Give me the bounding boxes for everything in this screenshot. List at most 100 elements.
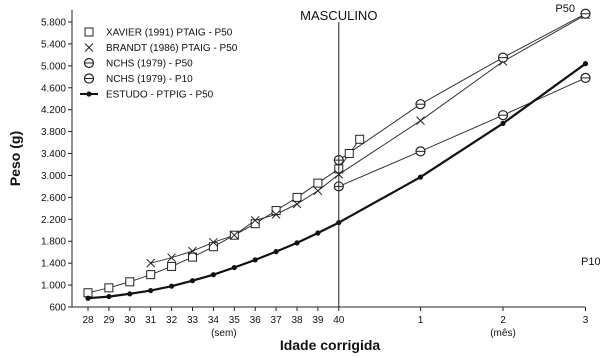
series-line-2 bbox=[338, 13, 586, 161]
data-point bbox=[106, 293, 112, 300]
data-point bbox=[189, 278, 196, 284]
legend-marker bbox=[84, 27, 94, 37]
data-point bbox=[313, 178, 323, 188]
data-point bbox=[229, 230, 239, 240]
series-markers bbox=[83, 8, 591, 301]
y-tick-label: 3.000 bbox=[41, 171, 66, 182]
data-point bbox=[292, 192, 302, 202]
y-tick-label: 3.800 bbox=[41, 127, 66, 138]
y-tick-label: 1.400 bbox=[41, 259, 66, 270]
marker-stroke bbox=[167, 253, 176, 263]
y-tick-label: 2.600 bbox=[41, 193, 66, 204]
data-point bbox=[83, 288, 93, 298]
y-ticks: 600 1.000 1.400 1.800 2.200 2.600 3.000 3.400 3.… bbox=[41, 18, 72, 314]
legend-marker bbox=[83, 73, 95, 84]
y-tick-label: 5.000 bbox=[41, 61, 66, 72]
marker-stroke bbox=[229, 230, 239, 240]
data-point bbox=[313, 186, 323, 196]
series-line-3 bbox=[338, 77, 586, 187]
x-tick-label: 30 bbox=[124, 315, 136, 326]
x-unit-label: (sem) bbox=[211, 328, 237, 339]
data-point bbox=[315, 230, 321, 236]
data-point bbox=[146, 270, 156, 280]
x-tick-label: 36 bbox=[250, 315, 262, 326]
data-point bbox=[292, 199, 302, 209]
marker-stroke bbox=[313, 186, 323, 196]
series-line-0 bbox=[87, 139, 361, 294]
data-point bbox=[104, 283, 114, 293]
y-tick-label: 5.800 bbox=[41, 18, 66, 29]
data-point bbox=[271, 210, 281, 219]
data-point bbox=[294, 240, 300, 246]
data-point bbox=[250, 216, 260, 225]
legend-label: NCHS (1979) - P10 bbox=[106, 74, 193, 85]
data-point bbox=[417, 174, 424, 180]
data-point bbox=[146, 258, 156, 268]
data-point bbox=[500, 120, 506, 126]
x-tick-label: 28 bbox=[82, 315, 94, 326]
marker-stroke bbox=[292, 199, 302, 209]
data-point bbox=[188, 246, 197, 256]
data-point bbox=[415, 99, 426, 110]
data-point bbox=[273, 249, 279, 255]
x-tick-label: 2 bbox=[500, 315, 506, 326]
x-tick-label: 29 bbox=[103, 315, 115, 326]
series-line-4 bbox=[87, 62, 587, 300]
y-tick-label: 2.200 bbox=[41, 215, 66, 226]
legend-marker bbox=[86, 91, 92, 97]
legend-item: BRANDT (1986) PTAIG - P50 bbox=[84, 43, 238, 54]
legend-marker bbox=[84, 43, 94, 52]
legend-label: ESTUDO - PTPIG - P50 bbox=[106, 90, 214, 101]
legend-marker bbox=[83, 57, 95, 69]
y-tick-label: 5.400 bbox=[41, 39, 66, 50]
legend-item: ESTUDO - PTPIG - P50 bbox=[80, 90, 214, 101]
legend-item: XAVIER (1991) PTAIG - P50 bbox=[84, 27, 233, 39]
marker-stroke bbox=[416, 116, 425, 126]
x-tick-label: 35 bbox=[229, 315, 241, 326]
data-point bbox=[416, 116, 425, 126]
legend-item: NCHS (1979) - P50 bbox=[83, 57, 193, 70]
x-tick-label: 33 bbox=[187, 315, 199, 326]
chart-title: MASCULINO bbox=[300, 8, 377, 23]
y-tick-label: 1.000 bbox=[41, 281, 66, 292]
data-point bbox=[582, 61, 589, 67]
data-point bbox=[85, 295, 91, 301]
x-tick-label: 32 bbox=[166, 315, 178, 326]
data-point bbox=[415, 146, 426, 157]
marker-stroke bbox=[209, 237, 218, 247]
legend-label: NCHS (1979) - P50 bbox=[106, 59, 193, 70]
x-tick-label: 37 bbox=[271, 315, 283, 326]
y-tick-label: 600 bbox=[49, 303, 66, 314]
marker-stroke bbox=[250, 216, 260, 225]
data-point bbox=[209, 237, 218, 247]
data-point bbox=[344, 149, 354, 159]
axes bbox=[71, 10, 585, 308]
data-point bbox=[208, 242, 218, 252]
legend-item: NCHS (1979) - P10 bbox=[83, 73, 193, 85]
x-tick-label: 34 bbox=[208, 315, 220, 326]
x-axis-title: Idade corrigida bbox=[280, 337, 381, 353]
x-tick-label: 39 bbox=[312, 315, 324, 326]
data-point bbox=[210, 272, 216, 278]
data-point bbox=[580, 72, 591, 84]
x-tick-label: 38 bbox=[291, 315, 303, 326]
data-point bbox=[250, 219, 260, 229]
marker-stroke bbox=[84, 43, 94, 52]
legend-label: BRANDT (1986) PTAIG - P50 bbox=[106, 43, 238, 54]
data-point bbox=[188, 252, 197, 262]
x-tick-label: 31 bbox=[145, 315, 157, 326]
y-tick-label: 3.400 bbox=[41, 149, 66, 160]
y-tick-label: 4.200 bbox=[41, 105, 66, 116]
data-point bbox=[127, 291, 133, 297]
data-point bbox=[167, 253, 176, 263]
data-point bbox=[231, 264, 237, 271]
data-point bbox=[169, 283, 175, 289]
data-point bbox=[497, 52, 509, 63]
data-point bbox=[355, 134, 365, 144]
x-tick-label: 40 bbox=[333, 315, 345, 326]
y-axis-title: Peso (g) bbox=[7, 131, 23, 186]
data-point bbox=[497, 110, 509, 121]
data-point bbox=[580, 8, 591, 19]
data-point bbox=[167, 261, 177, 271]
